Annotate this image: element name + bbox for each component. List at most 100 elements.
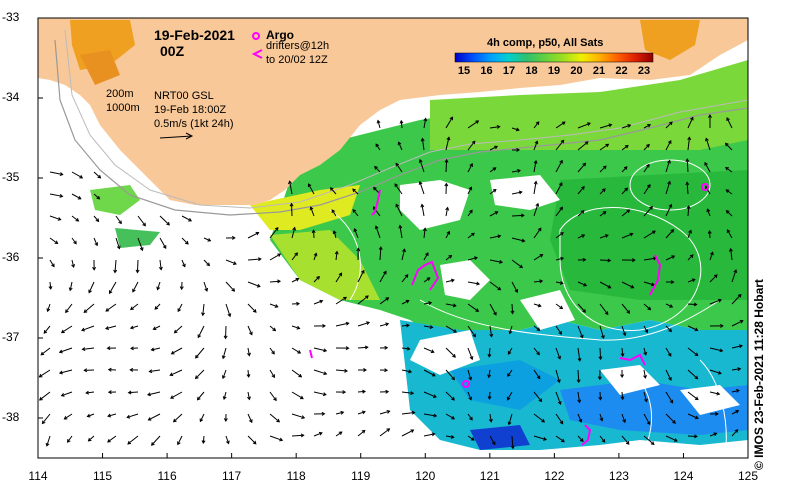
current-vector [599,281,611,289]
current-vector-head [363,368,367,372]
current-vector-head [451,415,456,420]
current-vector-head [68,287,73,292]
current-vector-head [475,308,480,312]
current-vector-head [422,227,427,232]
current-vector-head [507,373,511,377]
current-vector-head [576,379,581,384]
current-vector-head [605,143,610,148]
current-vector [107,435,117,443]
current-vector [174,325,183,334]
current-vector [555,206,563,217]
current-vector-head [256,283,261,288]
current-vector [313,369,327,375]
current-vector [423,277,431,283]
current-vector [177,435,183,445]
current-vector [643,369,646,379]
current-vector [169,369,183,376]
current-vector-head [515,127,520,132]
current-vector-head [352,208,357,213]
current-vector-head [737,367,742,372]
current-vector [665,391,673,404]
current-vector [577,210,585,217]
current-vector-head [135,269,140,274]
current-vector [621,233,633,239]
current-vector-head [105,326,109,330]
current-vector [489,167,496,173]
credit-text: © IMOS 23-Feb-2021 11:28 Hobart [752,279,766,470]
current-vector [401,391,414,394]
current-vector [705,186,711,195]
current-vector-head [510,310,515,315]
depth-label-200m: 200m [106,88,134,100]
current-vector-head [57,217,62,221]
current-vector-head [221,375,226,380]
current-vector-head [81,327,86,332]
current-vector-head [626,209,631,213]
current-vector-head [361,410,366,415]
current-vector [489,413,492,422]
current-vector-head [704,161,708,166]
current-vector [115,215,122,224]
current-vector [49,193,63,197]
current-vector-head [59,193,64,198]
current-vector [225,259,237,265]
current-vector-head [408,369,413,374]
y-tick-label: -34 [2,90,20,104]
current-vector [621,145,629,151]
current-vector [291,434,304,437]
current-vector [687,117,694,129]
current-vector [665,413,676,424]
current-vector [335,296,347,305]
current-vector-head [54,240,59,245]
current-vector-head [669,304,674,308]
current-vector [489,235,501,239]
current-vector [269,369,275,378]
current-vector [643,435,655,445]
drifter-legend-marker [251,49,263,59]
current-vector-head [231,235,236,240]
current-vector-head [668,377,672,381]
current-vector-head [667,180,671,185]
current-vector [489,259,503,263]
current-vector [43,325,51,334]
current-vector-head [79,174,84,179]
current-vector-head [650,441,655,445]
x-tick-label: 118 [286,469,306,483]
current-vector-head [404,274,409,278]
current-vector [423,391,437,398]
current-vector [39,369,51,378]
current-vector-head [508,330,513,335]
current-vector [687,206,690,217]
x-tick-label: 122 [544,469,565,483]
current-vector-head [386,409,391,414]
current-vector-head [624,145,629,149]
current-vector [71,193,82,200]
current-vector-head [446,136,451,141]
current-vector [59,347,73,353]
current-vector-head [130,346,134,351]
current-vector [423,433,435,437]
current-vector-head [737,293,742,298]
current-vector [533,181,537,195]
current-vector [489,126,500,129]
current-vector [147,391,161,396]
current-vector [555,121,566,129]
current-vector [665,347,672,357]
current-vector [533,435,547,441]
current-vector [247,369,250,378]
current-vector-head [58,370,63,375]
current-vector-head [543,437,548,441]
current-vector-head [375,143,380,148]
current-vector [46,435,51,447]
current-vector-head [476,281,481,286]
current-vector [555,140,565,151]
current-vector [621,303,630,314]
current-vector-head [398,224,403,229]
current-vector-head [494,211,499,215]
current-vector [533,160,537,173]
current-vector-head [607,258,612,263]
current-vector-head [97,174,102,179]
current-vector [621,209,630,217]
current-vector-head [469,209,473,214]
x-tick-label: 119 [351,469,371,483]
